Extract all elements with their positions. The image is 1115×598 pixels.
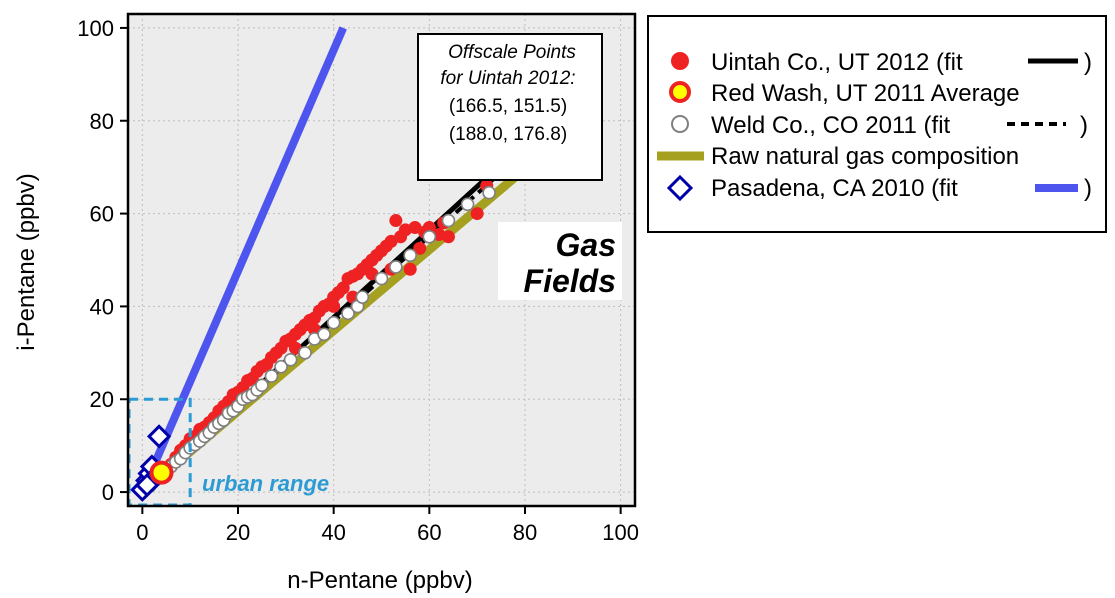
- weld-point: [389, 260, 403, 274]
- x-tick-label: 0: [136, 520, 148, 545]
- legend-pasadena-close: ): [1084, 175, 1092, 202]
- y-tick-label: 40: [90, 294, 114, 319]
- offscale-point-2: (188.0, 176.8): [449, 124, 567, 145]
- weld-point: [341, 306, 355, 321]
- gas-fields-label-bg: [498, 222, 622, 300]
- uintah-point: [441, 230, 455, 244]
- weld-point: [355, 290, 370, 304]
- x-tick-label: 20: [226, 520, 250, 545]
- legend: Uintah Co., UT 2012 (fit ) Red Wash, UT …: [647, 15, 1107, 233]
- x-tick-label: 60: [417, 520, 441, 545]
- axis-ticks: 0 20 40 60 80 100 0 20 40 60 80 100: [77, 16, 639, 545]
- y-tick-label: 60: [90, 202, 114, 227]
- redwash-point: [149, 460, 174, 485]
- legend-pasadena-label: Pasadena, CA 2010 (fit: [711, 175, 958, 202]
- plot-frame: [126, 12, 637, 508]
- legend-uintah-label: Uintah Co., UT 2012 (fit: [711, 49, 963, 76]
- y-tick-label: 20: [90, 387, 114, 412]
- data-points: [130, 160, 513, 502]
- uintah-point: [413, 241, 427, 255]
- y-tick-label: 0: [102, 480, 114, 505]
- uintah-point: [389, 214, 403, 228]
- legend-weld-close: ): [1080, 112, 1088, 139]
- x-tick-label: 40: [321, 520, 345, 545]
- weld-point: [374, 271, 389, 286]
- weld-point: [422, 229, 437, 244]
- x-tick-label: 100: [602, 520, 639, 545]
- legend-box: [647, 15, 1107, 233]
- weld-point: [482, 185, 496, 200]
- urban-range-label: urban range: [202, 471, 329, 496]
- uintah-point: [422, 221, 436, 235]
- weld-point: [460, 197, 475, 212]
- weld-point: [255, 378, 269, 393]
- uintah-point: [470, 207, 484, 221]
- offscale-points-note: Offscale Points for Uintah 2012: (166.5,…: [417, 33, 603, 181]
- y-tick-label: 80: [90, 109, 114, 134]
- offscale-point-1: (166.5, 151.5): [449, 96, 567, 117]
- gas-fields-label-line-1: Gas: [556, 227, 616, 263]
- weld-point: [274, 359, 288, 374]
- legend-rawgas-label: Raw natural gas composition: [711, 143, 1019, 170]
- uintah-point: [327, 299, 341, 313]
- legend-uintah-marker: [671, 52, 689, 70]
- x-tick-label: 80: [513, 520, 537, 545]
- weld-point: [264, 369, 279, 383]
- legend-weld-label: Weld Co., CO 2011 (fit: [711, 112, 951, 139]
- weld-point: [326, 315, 341, 330]
- offscale-note-title-1: Offscale Points: [448, 42, 576, 63]
- uintah-point: [403, 262, 417, 276]
- weld-point: [317, 327, 331, 342]
- weld-point: [403, 248, 417, 263]
- legend-uintah-close: ): [1084, 49, 1092, 76]
- weld-point: [283, 352, 298, 367]
- offscale-note-box: [417, 33, 603, 181]
- y-axis-title: i-Pentane (ppbv): [13, 173, 40, 350]
- y-tick-label: 100: [77, 16, 114, 41]
- pasadena-fit-line: [138, 26, 347, 494]
- offscale-note-title-2: for Uintah 2012:: [440, 68, 575, 89]
- gas-fields-label-line-2: Fields: [524, 263, 616, 299]
- pasadena-point: [146, 424, 172, 449]
- weld-point: [441, 213, 456, 228]
- legend-pasadena-marker: [666, 174, 694, 202]
- weld-point: [298, 346, 312, 360]
- legend-weld-marker: [671, 115, 689, 133]
- legend-redwash-label: Red Wash, UT 2011 Average: [711, 80, 1020, 107]
- legend-redwash-marker: [669, 81, 691, 103]
- x-axis-title: n-Pentane (ppbv): [287, 567, 472, 594]
